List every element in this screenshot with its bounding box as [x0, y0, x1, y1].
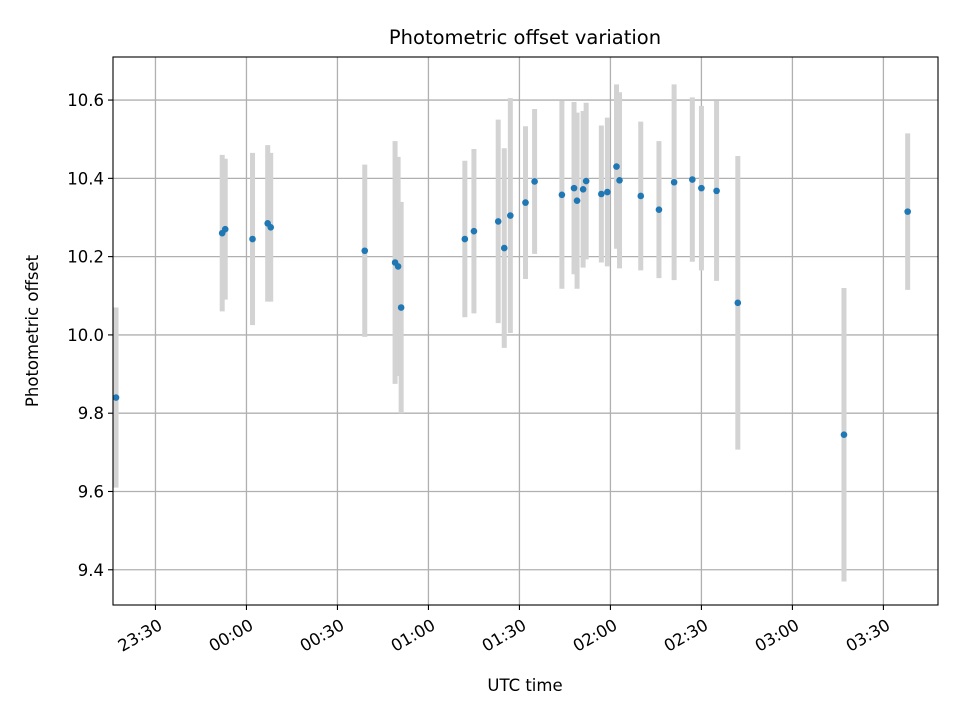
data-point — [394, 263, 402, 270]
y-tick-label: 9.8 — [78, 404, 104, 423]
data-point — [558, 191, 566, 199]
data-point — [500, 244, 508, 252]
data-point — [655, 206, 663, 213]
data-point — [361, 247, 369, 255]
data-point — [531, 178, 538, 185]
data-point — [573, 197, 581, 204]
data-point — [582, 177, 590, 185]
x-axis-label: UTC time — [487, 676, 562, 695]
data-point — [461, 235, 469, 243]
data-point — [397, 304, 405, 311]
data-point — [904, 208, 911, 215]
data-point — [734, 299, 742, 307]
y-tick-label: 9.4 — [78, 561, 104, 580]
data-point — [670, 178, 678, 186]
data-point — [570, 184, 578, 192]
data-point — [249, 235, 256, 243]
y-tick-label: 10.6 — [67, 91, 104, 110]
plot-frame — [112, 56, 939, 606]
data-points — [112, 163, 911, 439]
data-point — [616, 177, 623, 184]
data-point — [840, 431, 848, 439]
y-tick-label: 10.0 — [67, 326, 104, 345]
data-point — [698, 184, 705, 192]
data-point — [494, 218, 502, 225]
y-tick-label: 10.4 — [67, 169, 104, 188]
data-point — [598, 190, 605, 198]
y-axis-ticks: 9.4 9.6 9.8 10.0 10.2 10.4 10.6 — [67, 91, 113, 580]
y-tick-label: 9.6 — [78, 482, 104, 501]
data-point — [507, 212, 514, 219]
data-point — [713, 187, 720, 195]
data-point — [522, 199, 529, 206]
y-axis-label: Photometric offset — [23, 254, 42, 407]
data-point — [613, 163, 620, 170]
data-point — [470, 227, 478, 235]
data-point — [112, 394, 120, 401]
data-point — [579, 186, 587, 193]
data-point — [221, 225, 229, 233]
y-tick-label: 10.2 — [67, 248, 104, 267]
data-point — [689, 176, 696, 183]
data-point — [604, 188, 611, 196]
data-point — [267, 223, 275, 231]
chart-title: Photometric offset variation — [389, 26, 661, 49]
data-point — [637, 192, 645, 200]
